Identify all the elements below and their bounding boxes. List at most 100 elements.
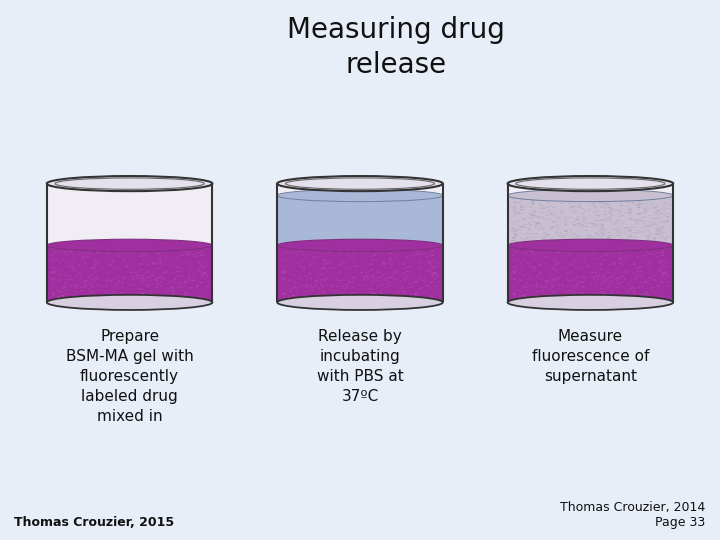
Ellipse shape <box>201 250 204 251</box>
Ellipse shape <box>132 251 135 252</box>
Ellipse shape <box>284 248 287 249</box>
Ellipse shape <box>408 266 411 267</box>
Ellipse shape <box>320 268 323 269</box>
Ellipse shape <box>636 232 639 233</box>
Ellipse shape <box>656 234 660 235</box>
Ellipse shape <box>662 227 666 228</box>
Ellipse shape <box>579 255 582 256</box>
Ellipse shape <box>75 291 78 292</box>
Ellipse shape <box>662 232 665 233</box>
Ellipse shape <box>603 293 606 294</box>
Ellipse shape <box>387 278 390 279</box>
Ellipse shape <box>618 232 622 233</box>
Ellipse shape <box>578 250 581 251</box>
Ellipse shape <box>391 298 394 299</box>
Ellipse shape <box>371 248 374 249</box>
Ellipse shape <box>660 255 663 256</box>
Ellipse shape <box>157 253 160 254</box>
Ellipse shape <box>625 271 628 272</box>
Ellipse shape <box>529 207 533 208</box>
Ellipse shape <box>617 219 621 220</box>
Ellipse shape <box>99 295 102 296</box>
Ellipse shape <box>203 272 206 273</box>
Ellipse shape <box>606 253 608 254</box>
Ellipse shape <box>543 249 546 250</box>
Ellipse shape <box>282 286 285 287</box>
Ellipse shape <box>581 240 585 241</box>
Ellipse shape <box>662 275 665 276</box>
Ellipse shape <box>514 212 518 213</box>
Ellipse shape <box>56 290 59 291</box>
Ellipse shape <box>552 197 556 198</box>
Ellipse shape <box>521 252 523 253</box>
Ellipse shape <box>552 292 554 293</box>
Ellipse shape <box>47 295 212 310</box>
Ellipse shape <box>652 280 654 281</box>
Ellipse shape <box>608 219 612 220</box>
Ellipse shape <box>508 239 673 252</box>
Ellipse shape <box>666 286 669 287</box>
Ellipse shape <box>186 253 189 254</box>
Ellipse shape <box>429 262 432 263</box>
Ellipse shape <box>322 280 325 281</box>
Ellipse shape <box>289 291 292 292</box>
Ellipse shape <box>174 279 176 280</box>
Ellipse shape <box>662 260 665 261</box>
Ellipse shape <box>90 285 93 286</box>
Ellipse shape <box>590 222 593 224</box>
Ellipse shape <box>544 281 547 282</box>
Ellipse shape <box>541 227 545 228</box>
Ellipse shape <box>289 269 292 271</box>
Ellipse shape <box>513 243 516 244</box>
Ellipse shape <box>309 274 312 275</box>
Ellipse shape <box>577 219 580 220</box>
Ellipse shape <box>657 197 661 198</box>
Ellipse shape <box>585 230 588 231</box>
Ellipse shape <box>154 248 157 249</box>
Ellipse shape <box>543 219 546 220</box>
Ellipse shape <box>535 224 539 225</box>
Ellipse shape <box>610 221 613 222</box>
Ellipse shape <box>186 267 189 268</box>
Ellipse shape <box>514 233 518 234</box>
Ellipse shape <box>654 224 657 225</box>
Ellipse shape <box>63 286 66 287</box>
Ellipse shape <box>131 253 134 254</box>
Ellipse shape <box>372 275 375 276</box>
Ellipse shape <box>541 290 544 291</box>
Ellipse shape <box>629 197 633 198</box>
Ellipse shape <box>156 281 158 282</box>
Ellipse shape <box>662 255 665 256</box>
Ellipse shape <box>161 275 163 276</box>
Ellipse shape <box>406 247 409 248</box>
Ellipse shape <box>163 247 166 248</box>
Ellipse shape <box>383 263 386 264</box>
Ellipse shape <box>333 267 336 268</box>
Ellipse shape <box>619 253 622 254</box>
Ellipse shape <box>621 298 624 299</box>
Ellipse shape <box>606 237 610 238</box>
Ellipse shape <box>377 284 380 285</box>
Ellipse shape <box>598 202 601 203</box>
Ellipse shape <box>660 281 662 282</box>
Ellipse shape <box>657 233 661 234</box>
Ellipse shape <box>508 176 673 191</box>
Ellipse shape <box>309 254 312 255</box>
Ellipse shape <box>544 196 548 197</box>
Ellipse shape <box>662 239 666 240</box>
Ellipse shape <box>81 290 84 291</box>
Ellipse shape <box>606 205 610 206</box>
Ellipse shape <box>295 294 298 295</box>
Ellipse shape <box>577 242 581 244</box>
Ellipse shape <box>523 295 526 296</box>
Ellipse shape <box>172 273 175 274</box>
Ellipse shape <box>600 226 604 227</box>
Ellipse shape <box>601 256 604 257</box>
Ellipse shape <box>358 248 361 249</box>
Ellipse shape <box>140 251 143 252</box>
Ellipse shape <box>187 261 190 262</box>
Ellipse shape <box>600 243 603 244</box>
Ellipse shape <box>629 208 632 209</box>
Ellipse shape <box>99 268 102 269</box>
Ellipse shape <box>152 264 155 265</box>
